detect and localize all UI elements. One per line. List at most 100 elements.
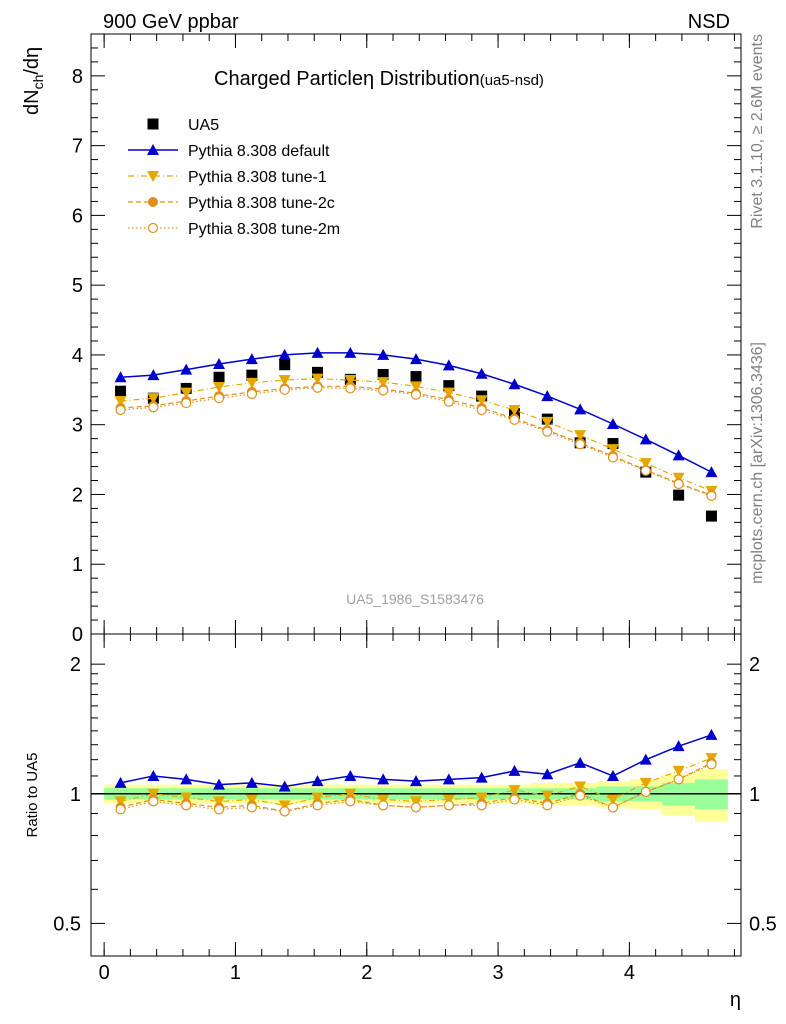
ratio-y-tick-label: 1	[70, 784, 81, 806]
main-series-0-point	[279, 359, 291, 371]
main-series-4-point	[673, 478, 684, 490]
legend-marker	[148, 197, 158, 207]
title-text: Charged Particle	[214, 68, 363, 90]
main-series-4-point	[706, 490, 717, 501]
main-series-4-point	[213, 393, 225, 404]
ratio-series-0-point	[278, 780, 291, 792]
main-series-1-point	[344, 346, 357, 358]
title-eta: η	[363, 68, 374, 90]
main-series-2-point	[377, 377, 390, 389]
main-series-1-point	[508, 378, 521, 390]
main-series-1-point	[311, 346, 324, 358]
y-tick-label: 3	[72, 415, 83, 437]
ratio-series-0-point	[606, 769, 619, 781]
y-tick-label: 0	[72, 624, 83, 646]
main-series-1-point	[705, 466, 718, 478]
legend-label: Pythia 8.308 tune-2m	[188, 221, 340, 238]
ratio-y-tick-label: 2	[70, 654, 81, 676]
main-series-4-point	[378, 385, 389, 396]
legend-marker	[147, 171, 159, 182]
main-series-2-point	[541, 416, 554, 428]
ratio-series-3-point	[181, 800, 192, 811]
main-series-4-point	[509, 414, 520, 425]
ratio-series-3-point	[575, 790, 586, 801]
main-series-4-point	[640, 465, 651, 476]
ratio-series-3-point	[443, 800, 454, 811]
x-tick-label: 1	[230, 962, 241, 984]
ratio-series-0-point	[705, 728, 718, 740]
y-tick-label: 4	[72, 345, 83, 367]
ratio-series-0-point	[508, 764, 521, 776]
main-series-2-point	[475, 395, 488, 407]
ratio-series-1-point	[114, 796, 127, 808]
main-series-0-point	[246, 369, 258, 381]
main-series-2-point	[639, 458, 652, 470]
ratio-series-1-point	[541, 790, 554, 802]
ratio-y-tick-label-right: 0.5	[749, 913, 777, 935]
ratio-series-3-point	[378, 800, 389, 811]
ylabel-main: dN	[21, 89, 43, 115]
ratio-series-1-point	[508, 785, 521, 797]
y-tick-label: 2	[72, 484, 83, 506]
ratio-series-1-point	[574, 781, 587, 793]
legend-label: Pythia 8.308 default	[188, 143, 330, 160]
main-series-4-point	[312, 382, 323, 393]
main-title: Charged Particleη Distribution(ua5-nsd)	[214, 68, 544, 90]
ratio-series-1-point	[147, 788, 160, 800]
ratio-y-tick-label: 0.5	[53, 913, 81, 935]
ratio-series-0-point	[410, 775, 422, 787]
ratio-series-3-point	[345, 796, 356, 807]
ratio-series-3-point	[410, 802, 422, 813]
x-axis-label: η	[730, 989, 741, 1011]
main-series-2-point	[213, 382, 226, 394]
y-tick-label: 1	[72, 554, 83, 576]
analysis-watermark: UA5_1986_S1583476	[346, 591, 484, 607]
main-series-2-point	[245, 377, 258, 389]
main-series-1-point	[574, 403, 587, 415]
legend-marker	[147, 222, 159, 234]
legend-label: UA5	[188, 117, 219, 134]
main-series-4-point	[345, 383, 356, 394]
y-tick-label: 6	[72, 205, 83, 227]
ratio-series-1-point	[639, 777, 652, 789]
legend-label: Pythia 8.308 tune-2c	[188, 195, 335, 212]
ratio-series-0-point	[245, 776, 258, 788]
main-series-0-point	[312, 366, 324, 378]
main-series-2-point	[344, 375, 357, 387]
ratio-series-0-point	[574, 756, 587, 768]
ratio-series-3-point	[213, 804, 225, 815]
main-series-0-point	[673, 489, 685, 501]
main-series-1-point	[541, 390, 554, 402]
ratio-series-0-point	[639, 753, 652, 765]
ratio-series-1-point	[606, 794, 619, 806]
main-panel: 0 1 2 3 4 5 6 7 8 Charged Particleη Distribution…	[21, 33, 742, 646]
main-series-4-point	[575, 439, 586, 450]
ratio-frame	[90, 633, 742, 957]
ratio-series-0-point	[672, 740, 685, 752]
main-series-0-point	[443, 380, 455, 392]
main-series-4-point	[181, 397, 192, 409]
main-series-4-point	[542, 426, 553, 437]
main-series-1-point	[639, 433, 652, 445]
main-series-2-point	[311, 373, 324, 385]
main-series-4-point	[148, 402, 159, 413]
main-axes: 0 1 2 3 4 5 6 7 8	[72, 33, 741, 646]
main-series-1-point	[442, 359, 455, 371]
main-series-1-point	[278, 348, 291, 360]
ratio-series-3-point	[476, 800, 487, 811]
x-tick-label: 4	[624, 962, 635, 984]
ratio-series-0-point	[344, 769, 357, 781]
main-series-0-point	[115, 385, 127, 397]
y-tick-label: 8	[72, 66, 83, 88]
main-series-4-line	[120, 387, 712, 497]
ratio-series-3-point	[542, 800, 553, 811]
legend-label: Pythia 8.308 tune-1	[188, 169, 327, 186]
main-series-1-point	[377, 348, 390, 360]
rivet-label: Rivet 3.1.10, ≥ 2.6M events	[749, 34, 766, 229]
ratio-series-3-point	[312, 800, 323, 811]
ylabel-sub: ch	[30, 75, 46, 90]
ratio-series-3-point	[115, 804, 126, 815]
ratio-series-3-point	[640, 786, 651, 798]
mcplots-label: mcplots.cern.ch [arXiv:1306.3436]	[749, 342, 766, 584]
ratio-series-3-point	[246, 802, 257, 813]
